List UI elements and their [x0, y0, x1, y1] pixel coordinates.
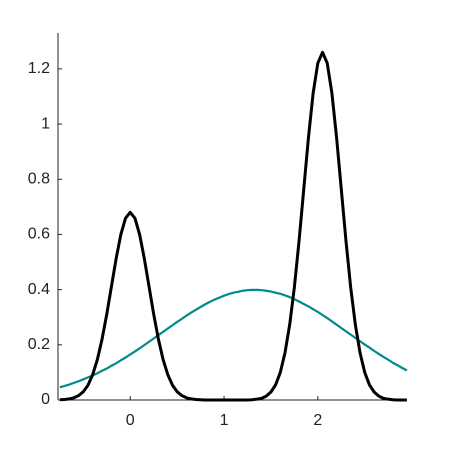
y-tick-label: 1 — [41, 115, 50, 132]
y-tick-label: 0.8 — [28, 170, 50, 187]
y-tick-label: 0.6 — [28, 226, 50, 243]
x-tick-label: 2 — [313, 412, 322, 429]
line-series — [59, 50, 407, 402]
line-series — [59, 288, 408, 389]
y-tick-label: 0 — [41, 391, 50, 408]
y-tick-label: 0.2 — [28, 336, 50, 353]
y-tick-label: 0.4 — [28, 281, 50, 298]
x-tick-label: 1 — [220, 412, 229, 429]
x-tick-label: 0 — [126, 412, 135, 429]
y-tick-label: 1.2 — [28, 60, 50, 77]
